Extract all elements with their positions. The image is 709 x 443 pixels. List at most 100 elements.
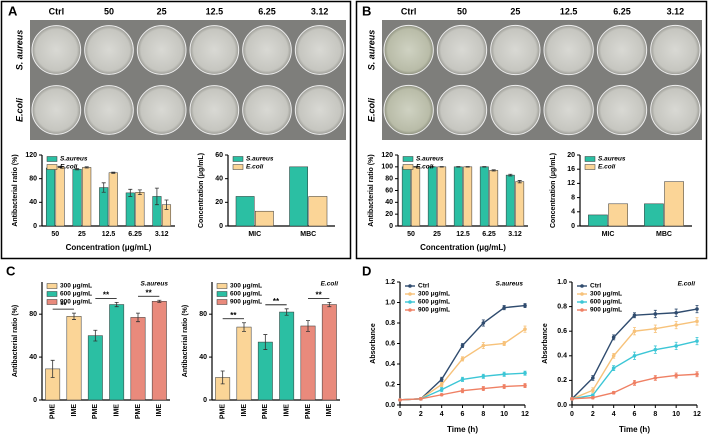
y-tick-label: 80 <box>29 176 37 183</box>
error-bar <box>508 173 513 177</box>
marker <box>653 347 658 352</box>
marker <box>523 383 527 388</box>
marker <box>674 373 678 378</box>
y-tick-label: 0 <box>33 223 37 230</box>
legend-swatch <box>408 284 412 288</box>
y-tick-label: 0.4 <box>557 353 567 360</box>
marker <box>674 310 678 315</box>
error-bar <box>491 169 496 172</box>
bar <box>453 166 463 227</box>
y-tick-label: 60 <box>215 152 223 159</box>
photo-background <box>30 20 346 140</box>
plate <box>242 25 292 75</box>
significance-label: ** <box>230 311 237 320</box>
error-bar <box>154 187 159 206</box>
x-tick-label: PME <box>305 404 312 420</box>
marker <box>570 397 574 401</box>
annotation: S.aureus <box>496 281 524 288</box>
bar <box>130 317 146 401</box>
legend-label: 300 μg/mL <box>418 291 450 298</box>
legend-label: 900 μg/mL <box>60 299 92 306</box>
significance-label: ** <box>273 297 280 306</box>
y-tick-label: 0.2 <box>385 381 395 388</box>
marker <box>632 354 637 358</box>
legend-label: S.aureus <box>60 156 88 163</box>
plate <box>596 24 648 76</box>
y-tick-label: 1.0 <box>557 279 567 286</box>
marker <box>591 395 595 400</box>
marker <box>523 327 527 331</box>
legend-swatch <box>580 300 584 304</box>
x-tick-label: PME <box>220 404 227 420</box>
significance-label: ** <box>103 290 110 299</box>
marker <box>653 326 658 331</box>
column-header: Ctrl <box>401 6 417 16</box>
significance-label: ** <box>316 290 323 299</box>
legend-swatch <box>584 156 596 162</box>
bar <box>664 181 684 227</box>
bar <box>99 187 109 227</box>
marker <box>502 341 506 346</box>
x-tick-label: 25 <box>78 231 86 238</box>
y-tick-label: 8 <box>571 194 575 201</box>
y-tick-label: 0.2 <box>557 377 567 384</box>
column-header: 50 <box>104 6 114 16</box>
legend-swatch <box>580 292 584 296</box>
x-tick-label: 3.12 <box>155 231 169 238</box>
y-tick-label: 40 <box>385 199 393 206</box>
bar <box>82 167 92 227</box>
bar <box>151 301 167 401</box>
line <box>571 340 698 400</box>
legend-swatch <box>580 308 584 312</box>
plate <box>31 25 82 75</box>
legend-label: 600 μg/mL <box>590 299 622 306</box>
y-axis-label: Absorbance <box>542 323 549 364</box>
legend-label: E.coli <box>60 164 78 171</box>
bar <box>515 181 525 227</box>
y-tick-label: 0 <box>203 397 207 404</box>
x-tick-label: 10 <box>500 411 508 418</box>
bar <box>479 166 489 227</box>
bar <box>236 326 252 401</box>
marker <box>632 313 637 318</box>
marker <box>695 319 699 324</box>
marker <box>439 392 444 397</box>
significance-label: ** <box>60 301 67 310</box>
bar <box>72 168 82 227</box>
error-bar <box>114 301 119 308</box>
legend-swatch <box>46 164 58 170</box>
marker <box>611 354 616 358</box>
y-tick-label: 100 <box>381 164 393 171</box>
y-tick-label: 60 <box>385 187 393 194</box>
marker <box>653 376 658 380</box>
error-bar <box>72 312 76 320</box>
x-tick-label: 6.25 <box>128 231 142 238</box>
y-tick-label: 40 <box>215 176 223 183</box>
error-bar <box>75 168 80 171</box>
plate <box>136 25 187 75</box>
column-header: 3.12 <box>311 6 329 16</box>
x-tick-label: IME <box>241 404 248 417</box>
x-tick-label: PME <box>135 404 142 420</box>
panel-label: A <box>8 3 18 18</box>
plate <box>650 24 701 76</box>
bar <box>588 214 608 227</box>
y-tick-label: 80 <box>385 176 393 183</box>
x-tick-label: 12.5 <box>102 231 116 238</box>
y-tick-label: 120 <box>25 152 37 159</box>
x-tick-label: 8 <box>653 411 657 418</box>
column-header: 12.5 <box>206 6 224 16</box>
y-tick-label: 0.0 <box>557 402 567 409</box>
legend-label: 900 μg/mL <box>418 307 450 314</box>
marker <box>523 371 527 376</box>
marker <box>460 377 465 382</box>
marker <box>460 357 465 361</box>
column-header: 25 <box>157 6 167 16</box>
bar <box>55 166 65 227</box>
bar <box>255 210 274 227</box>
error-bar <box>128 188 133 197</box>
y-tick-label: 16 <box>567 166 575 173</box>
y-axis-label: Concentration (μg/mL) <box>550 153 557 228</box>
x-tick-label: 6.25 <box>482 231 496 238</box>
